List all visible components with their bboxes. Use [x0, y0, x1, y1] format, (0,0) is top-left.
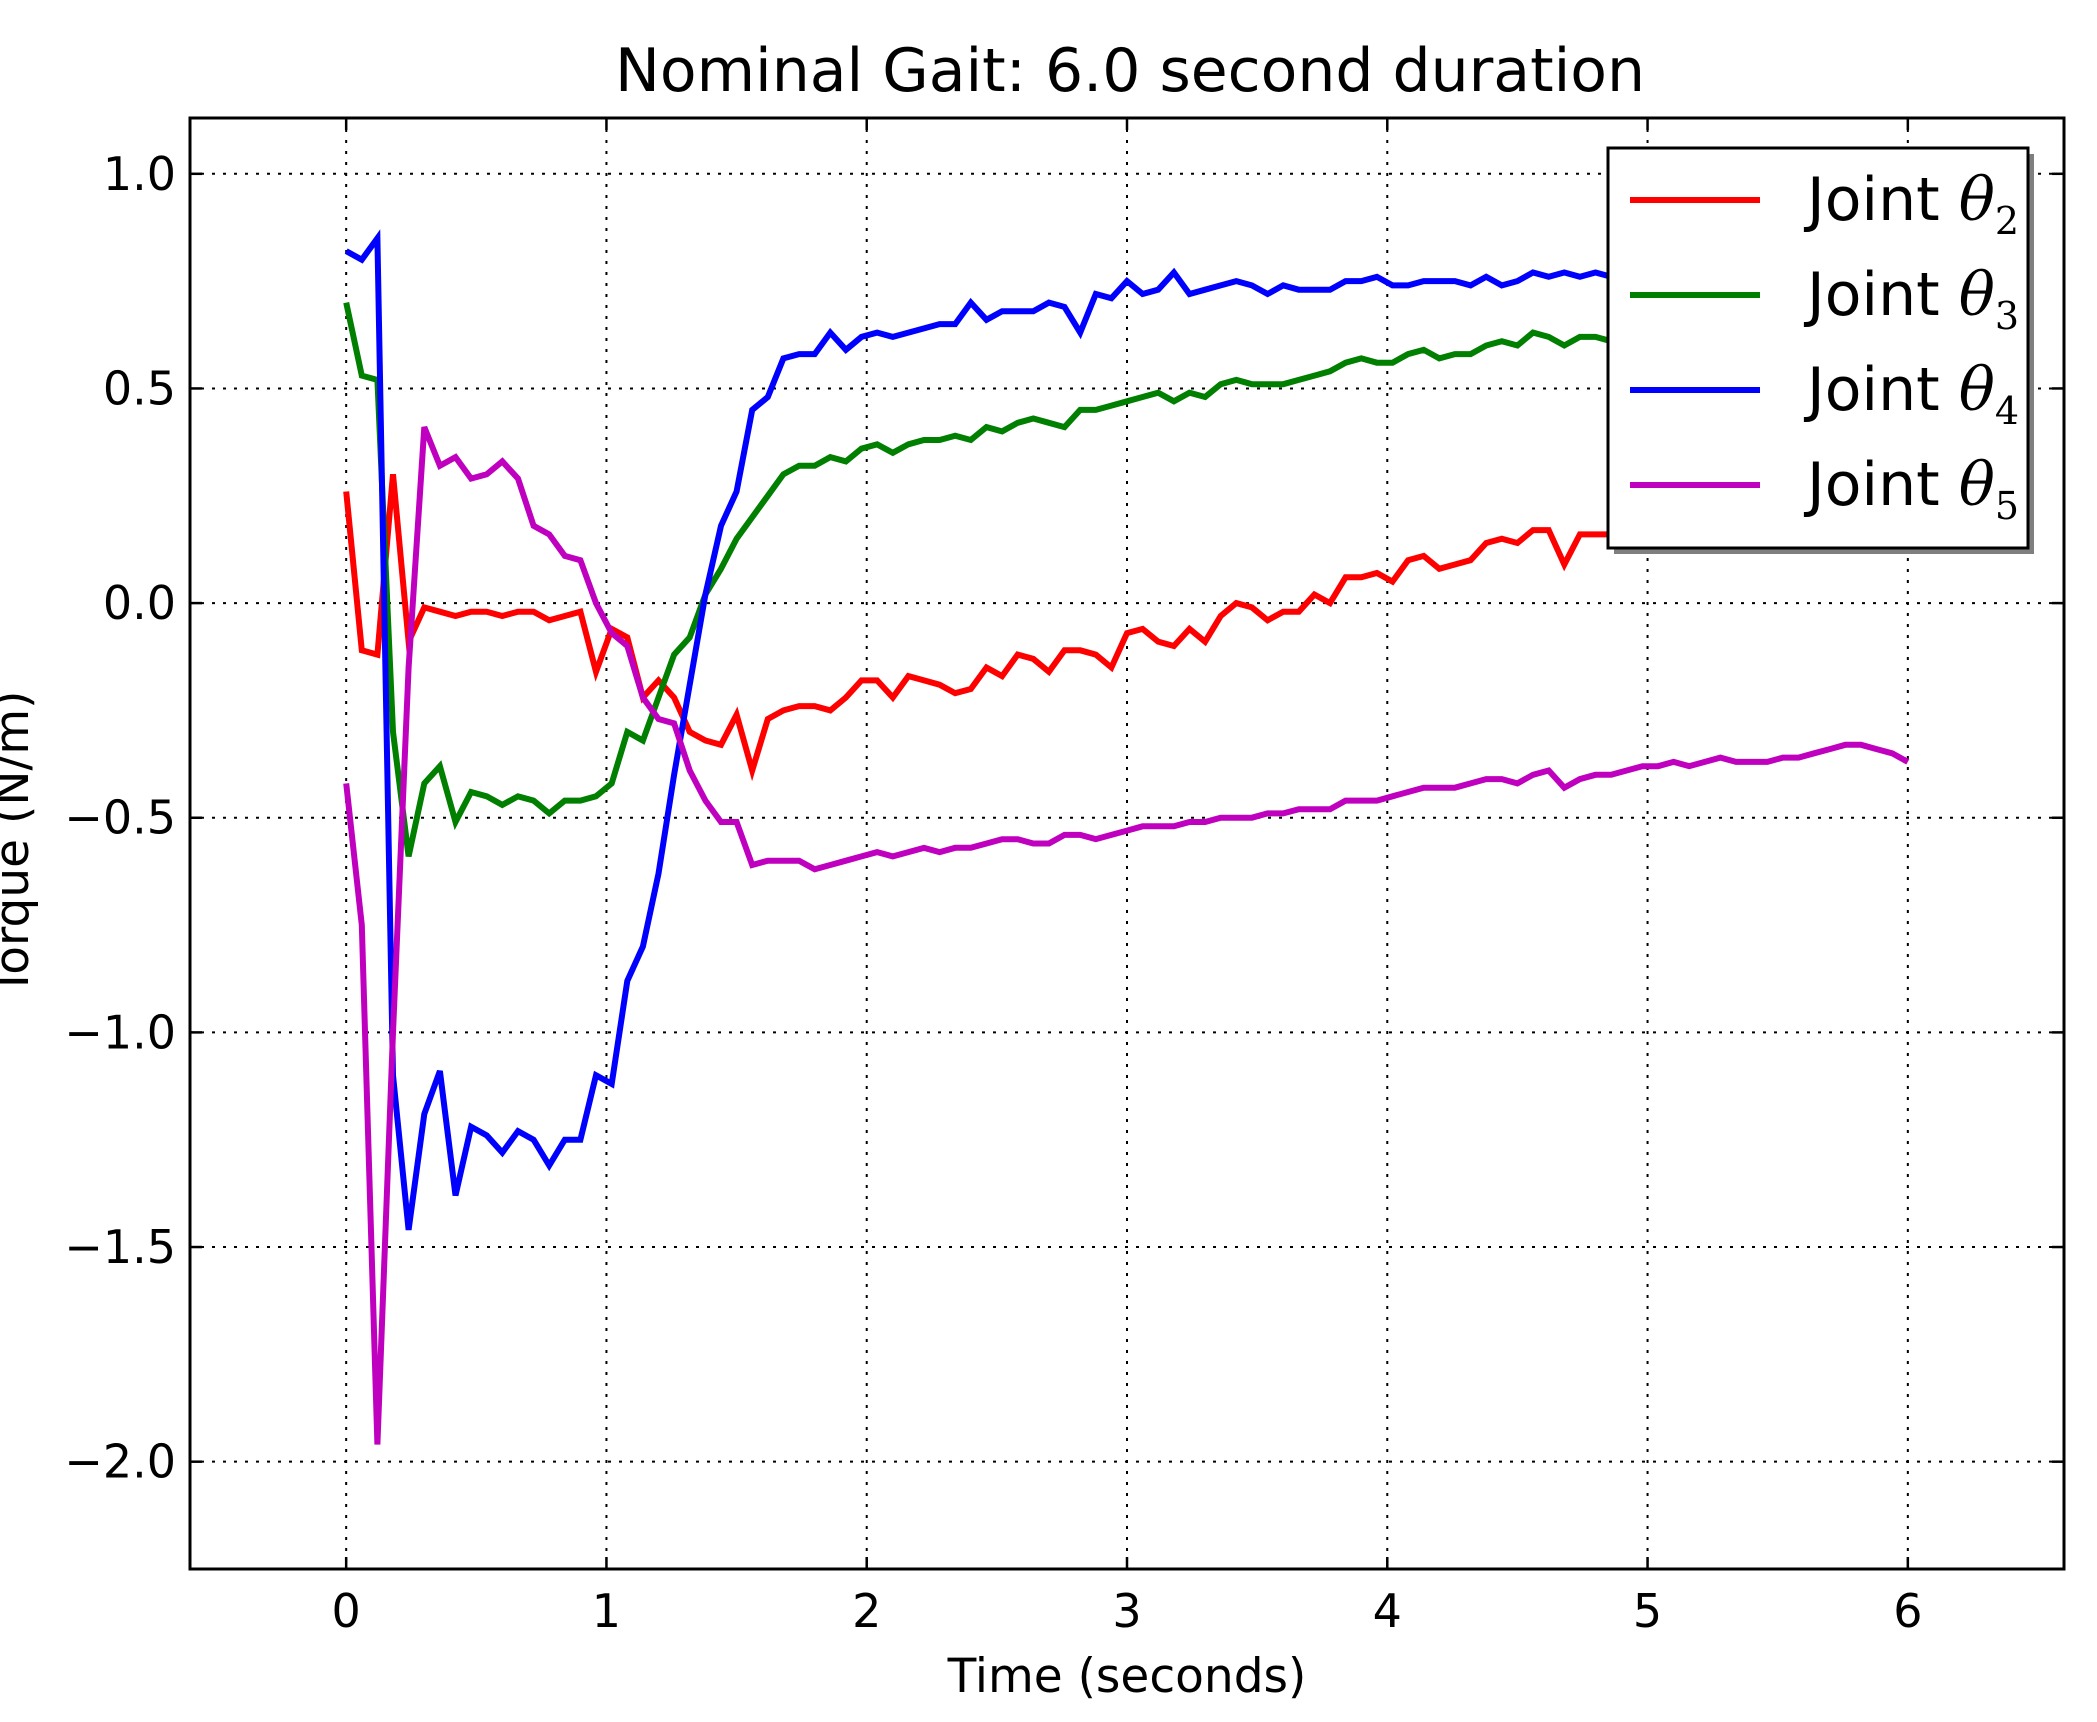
x-tick-label: 6	[1893, 1584, 1922, 1638]
legend-label-2: Joint θ3	[1803, 260, 2019, 338]
legend-box	[1606, 146, 2030, 550]
legend-label-subscript: 3	[1995, 294, 2019, 338]
legend-label-1: Joint θ2	[1803, 165, 2019, 243]
chart-title: Nominal Gait: 6.0 second duration	[615, 36, 1645, 106]
x-axis-label: Time (seconds)	[947, 1649, 1307, 1704]
axis-ticks	[190, 118, 2064, 1569]
x-tick-label: 5	[1633, 1584, 1662, 1638]
y-axis-label: Torque (N/m)	[0, 691, 40, 997]
grid	[190, 118, 2064, 1569]
y-tick-label: −2.0	[64, 1435, 176, 1489]
x-tick-labels: 0 1 2 3 4 5 6	[332, 1584, 1923, 1638]
legend-label-text: Joint	[1803, 165, 1959, 235]
legend-label-symbol: θ	[1959, 450, 1995, 520]
y-tick-label: 0.0	[103, 576, 176, 630]
legend-label-4: Joint θ5	[1803, 450, 2019, 528]
y-tick-label: −0.5	[64, 791, 176, 845]
legend-label-symbol: θ	[1959, 355, 1995, 425]
series-line-4	[343, 425, 1910, 1445]
y-tick-label: −1.5	[64, 1220, 176, 1274]
legend-label-symbol: θ	[1959, 165, 1995, 235]
legend-label-subscript: 2	[1995, 199, 2019, 243]
x-tick-label: 4	[1373, 1584, 1402, 1638]
y-tick-label: 0.5	[103, 361, 176, 415]
legend-label-subscript: 5	[1995, 484, 2019, 528]
y-tick-label: 1.0	[103, 147, 176, 201]
legend-label-text: Joint	[1803, 260, 1959, 330]
x-tick-label: 1	[592, 1584, 621, 1638]
x-tick-label: 0	[332, 1584, 361, 1638]
x-tick-label: 3	[1112, 1584, 1141, 1638]
legend-label-text: Joint	[1803, 450, 1959, 520]
legend-label-3: Joint θ4	[1803, 355, 2019, 433]
legend-label-subscript: 4	[1995, 389, 2019, 433]
y-tick-labels: 1.0 0.5 0.0 −0.5 −1.0 −1.5 −2.0	[64, 147, 176, 1489]
legend-label-symbol: θ	[1959, 260, 1995, 330]
legend-label-text: Joint	[1803, 355, 1959, 425]
x-tick-label: 2	[852, 1584, 881, 1638]
y-tick-label: −1.0	[64, 1005, 176, 1059]
